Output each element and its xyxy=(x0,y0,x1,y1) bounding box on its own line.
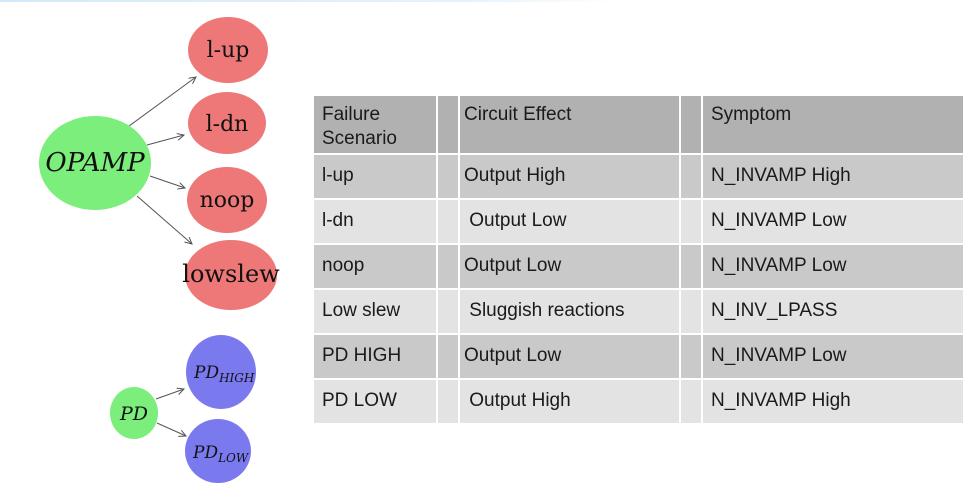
node-pdhigh-label: PDHIGH xyxy=(193,363,255,385)
spacer-cell xyxy=(438,245,458,288)
node-pdlow: PDLOW xyxy=(185,419,251,483)
node-pd: PD xyxy=(110,387,158,439)
header-symptom: Symptom xyxy=(703,96,963,153)
diagram-edges xyxy=(124,77,196,436)
spacer-cell xyxy=(438,155,458,198)
failure-scenario-cell: l-up xyxy=(314,155,436,198)
node-noop: noop xyxy=(187,167,267,233)
node-ldn: l-dn xyxy=(188,92,266,154)
top-edge-highlight xyxy=(0,0,618,2)
edge-opamp-noop xyxy=(149,175,185,188)
symptom-cell: N_INVAMP High xyxy=(703,155,963,198)
edge-pd-pdhigh xyxy=(155,389,184,400)
symptom-cell: N_INVAMP Low xyxy=(703,335,963,378)
symptom-cell: N_INVAMP High xyxy=(703,380,963,423)
failure-scenario-cell: PD LOW xyxy=(314,380,436,423)
edge-pd-pdlow xyxy=(156,422,186,436)
failure-scenario-cell: noop xyxy=(314,245,436,288)
failure-scenario-cell: l-dn xyxy=(314,200,436,243)
spacer-cell xyxy=(681,155,701,198)
spacer-cell xyxy=(681,200,701,243)
spacer-cell xyxy=(438,335,458,378)
fault-tree-diagram: OPAMP l-up l-dn noop lowslew PD PDH xyxy=(39,17,280,483)
node-lowslew-label: lowslew xyxy=(182,260,280,288)
node-opamp-label: OPAMP xyxy=(45,148,145,178)
spacer-cell xyxy=(681,335,701,378)
failure-scenario-table: Failure Scenario Circuit Effect Symptom … xyxy=(314,96,963,423)
circuit-effect-cell: Output High xyxy=(460,380,679,423)
header-circuit-effect: Circuit Effect xyxy=(460,96,679,153)
edge-opamp-lowslew xyxy=(136,195,192,244)
edge-opamp-lup xyxy=(124,77,196,130)
circuit-effect-cell: Output High xyxy=(460,155,679,198)
node-pd-label: PD xyxy=(119,403,148,425)
node-ldn-label: l-dn xyxy=(206,112,249,137)
spacer-cell xyxy=(681,245,701,288)
spacer-cell xyxy=(681,290,701,333)
symptom-cell: N_INVAMP Low xyxy=(703,200,963,243)
symptom-cell: N_INVAMP Low xyxy=(703,245,963,288)
node-lup-label: l-up xyxy=(207,38,250,63)
spacer-cell xyxy=(681,96,701,153)
node-lup: l-up xyxy=(188,17,268,83)
spacer-cell xyxy=(438,290,458,333)
header-failure-scenario: Failure Scenario xyxy=(314,96,436,153)
circuit-effect-cell: Output Low xyxy=(460,200,679,243)
circuit-effect-cell: Output Low xyxy=(460,245,679,288)
spacer-cell xyxy=(438,200,458,243)
node-opamp: OPAMP xyxy=(39,116,151,210)
edge-opamp-ldn xyxy=(146,135,184,146)
spacer-cell xyxy=(438,380,458,423)
circuit-effect-cell: Output Low xyxy=(460,335,679,378)
node-lowslew: lowslew xyxy=(182,240,280,310)
spacer-cell xyxy=(438,96,458,153)
node-pdlow-label: PDLOW xyxy=(192,443,250,465)
symptom-cell: N_INV_LPASS xyxy=(703,290,963,333)
spacer-cell xyxy=(681,380,701,423)
failure-scenario-cell: PD HIGH xyxy=(314,335,436,378)
node-noop-label: noop xyxy=(200,188,255,213)
failure-scenario-cell: Low slew xyxy=(314,290,436,333)
node-pdhigh: PDHIGH xyxy=(186,335,256,409)
circuit-effect-cell: Sluggish reactions xyxy=(460,290,679,333)
